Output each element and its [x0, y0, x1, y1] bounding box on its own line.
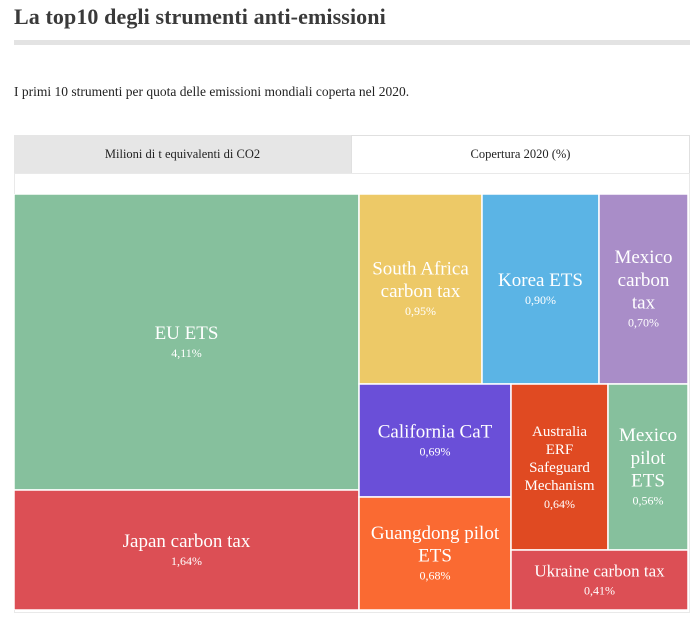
treemap-value-ukraine-carbon-tax: 0,41%	[584, 583, 615, 597]
treemap-label-mexico-carbon-tax: Mexico carbon tax	[614, 247, 672, 314]
treemap-cell-mexico-pilot-ets[interactable]: Mexico pilot ETS 0,56%	[607, 383, 688, 551]
treemap-rect-mexico-pilot-ets[interactable]	[607, 383, 688, 551]
treemap-cell-guangdong-pilot-ets[interactable]: Guangdong pilot ETS 0,68%	[358, 496, 512, 610]
treemap-cell-mexico-carbon-tax[interactable]: Mexico carbon tax 0,70%	[598, 194, 688, 385]
treemap-value-mexico-pilot-ets: 0,56%	[633, 494, 664, 508]
treemap-value-california-cat: 0,69%	[420, 444, 451, 458]
treemap-cell-korea-ets[interactable]: Korea ETS 0,90%	[481, 194, 600, 385]
treemap-value-guangdong-pilot-ets: 0,68%	[420, 569, 451, 583]
treemap-cell-japan-carbon-tax[interactable]: Japan carbon tax 1,64%	[14, 489, 360, 610]
treemap-label-korea-ets: Korea ETS	[498, 270, 583, 291]
tab-bar: Milioni di t equivalenti di CO2 Copertur…	[14, 135, 690, 173]
chart-title: La top10 degli strumenti anti-emissioni	[14, 4, 386, 29]
treemap-value-eu-ets: 4,11%	[171, 346, 202, 360]
treemap-value-south-africa-carbon-tax: 0,95%	[405, 304, 436, 318]
treemap-rect-japan-carbon-tax[interactable]	[14, 489, 360, 610]
treemap-cell-south-africa-carbon-tax[interactable]: South Africa carbon tax 0,95%	[358, 194, 483, 385]
treemap-label-mexico-pilot-ets: Mexico pilot ETS	[619, 425, 677, 492]
treemap-label-eu-ets: EU ETS	[155, 323, 219, 344]
treemap-value-korea-ets: 0,90%	[525, 293, 556, 307]
treemap-rect-eu-ets[interactable]	[14, 194, 360, 491]
tab-coverage-2020[interactable]: Copertura 2020 (%)	[351, 135, 690, 173]
treemap-cell-eu-ets[interactable]: EU ETS 4,11%	[14, 194, 360, 491]
treemap-value-mexico-carbon-tax: 0,70%	[628, 316, 659, 330]
treemap-cell-australia-erf-safeguard-mechanism[interactable]: Australia ERF Safeguard Mechanism 0,64%	[510, 383, 609, 551]
treemap-rect-ukraine-carbon-tax[interactable]	[510, 549, 688, 610]
treemap-label-california-cat: California CaT	[378, 421, 493, 442]
treemap-rect-guangdong-pilot-ets[interactable]	[358, 496, 512, 610]
treemap-cell-california-cat[interactable]: California CaT 0,69%	[358, 383, 512, 498]
treemap-label-japan-carbon-tax: Japan carbon tax	[123, 531, 251, 552]
treemap-value-japan-carbon-tax: 1,64%	[171, 554, 202, 568]
tab-emissions-volume[interactable]: Milioni di t equivalenti di CO2	[14, 135, 351, 173]
treemap-value-australia-erf-safeguard-mechanism: 0,64%	[544, 497, 575, 511]
treemap-rect-australia-erf-safeguard-mechanism[interactable]	[510, 383, 609, 551]
chart-subtitle: I primi 10 strumenti per quota delle emi…	[14, 84, 410, 99]
treemap-rect-korea-ets[interactable]	[481, 194, 600, 385]
title-divider	[14, 40, 690, 45]
treemap-label-south-africa-carbon-tax: South Africa carbon tax	[372, 258, 469, 302]
treemap-label-guangdong-pilot-ets: Guangdong pilot ETS	[371, 523, 500, 567]
treemap-label-ukraine-carbon-tax: Ukraine carbon tax	[534, 561, 665, 580]
treemap-cell-ukraine-carbon-tax[interactable]: Ukraine carbon tax 0,41%	[510, 549, 688, 610]
treemap-chart: EU ETS 4,11% Japan carbon tax 1,64% South Af…	[14, 194, 688, 610]
treemap-label-australia-erf-safeguard-mechanism: Australia ERF Safeguard Mechanism	[525, 424, 595, 494]
